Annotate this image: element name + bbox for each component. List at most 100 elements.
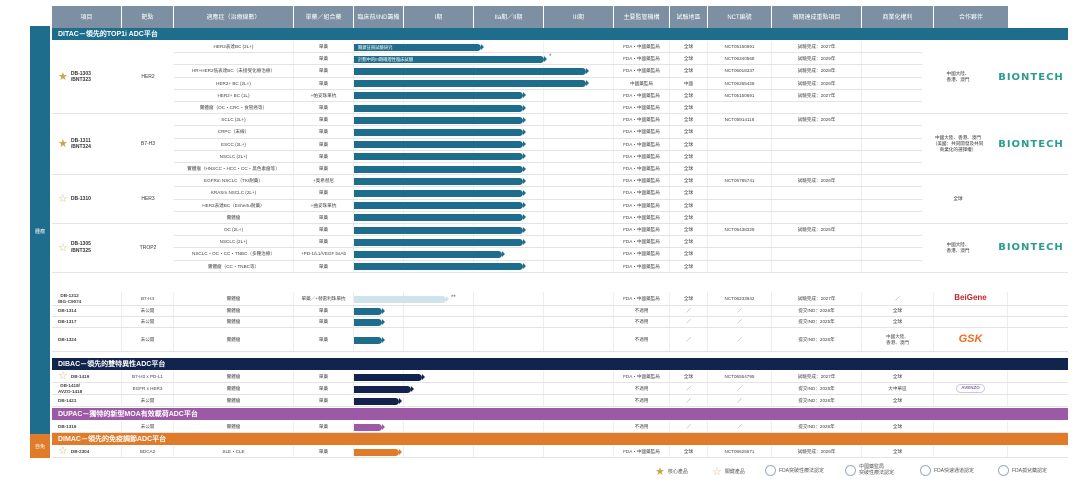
nct-number bbox=[708, 236, 772, 248]
product-name: ☆ DB-1310 bbox=[52, 175, 122, 223]
ind: 實體瘤 bbox=[174, 395, 294, 406]
mono-combo: 單藥 bbox=[294, 126, 354, 138]
phase-bar-label: 關鍵註冊試驗研究 bbox=[358, 44, 393, 50]
regulator: FDA・中國藥監局 bbox=[614, 114, 670, 126]
mono-combo: 單藥 bbox=[294, 77, 354, 89]
milestone bbox=[772, 211, 862, 223]
table-row: DB-1316 未公開 實體瘤 單藥 不適用／／提交IND：2026年 全球 bbox=[52, 421, 1068, 433]
phase-bar bbox=[354, 116, 526, 124]
mile: 提交IND：2025年 bbox=[772, 383, 862, 394]
mono: 單藥 bbox=[294, 371, 354, 382]
mono-combo: 單藥 bbox=[294, 65, 354, 77]
phase-bar bbox=[354, 385, 414, 393]
partner-logo: BIONTECH bbox=[994, 114, 1068, 175]
mono: 單藥 bbox=[294, 446, 354, 457]
ind: 實體瘤 bbox=[174, 306, 294, 316]
phase-bar bbox=[354, 263, 526, 271]
table-row: ESCC (2L+) 單藥 FDA・中國藥監局 全球 bbox=[52, 138, 1068, 151]
trial-area: 全球 bbox=[670, 224, 708, 236]
mile: 試驗完成：2027年 bbox=[772, 292, 862, 305]
mono-combo: 單藥 bbox=[294, 224, 354, 236]
reg: 不適用 bbox=[614, 328, 670, 351]
mono-combo: +奧希替尼 bbox=[294, 175, 354, 187]
nct: ／ bbox=[708, 395, 772, 406]
partner-logo: BIONTECH bbox=[994, 41, 1068, 114]
trial-area: 全球 bbox=[670, 260, 708, 272]
regulator: FDA・中國藥監局 bbox=[614, 41, 670, 53]
regulator: FDA・中國藥監局 bbox=[614, 150, 670, 162]
header-phase1: I期 bbox=[404, 6, 474, 30]
indication: EGFRm NSCLC（TKI耐藥） bbox=[174, 175, 294, 187]
area: 全球 bbox=[670, 446, 708, 457]
commercial-rights: 全球 bbox=[862, 306, 934, 316]
table-row: EGFRm NSCLC（TKI耐藥） +奧希替尼 FDA・中國藥監局 全球 NCT057… bbox=[52, 175, 1068, 188]
area: ／ bbox=[670, 395, 708, 406]
table-row: SCLC (2L+) 單藥 FDA・中國藥監局 全球 NCT05914116 試驗完成：2… bbox=[52, 114, 1068, 127]
target: 未公開 bbox=[122, 395, 174, 406]
indication: 實體瘤（CC・TNBC等） bbox=[174, 260, 294, 272]
reg: FDA・中國藥監局 bbox=[614, 446, 670, 457]
nct-number: NCT05438329 bbox=[708, 224, 772, 236]
nct: NCT06625671 bbox=[708, 446, 772, 457]
legend-nmpa-btd: 中國藥監局 突破性療法認定 bbox=[845, 464, 894, 476]
table-row: OC (2L+) 單藥 FDA・中國藥監局 全球 NCT05438329 試驗完成：202… bbox=[52, 224, 1068, 237]
milestone: 試驗完成：2027年 bbox=[772, 89, 862, 101]
product-name: DB-1418/ AVZO-1418 bbox=[52, 383, 122, 394]
nct-number bbox=[708, 199, 772, 211]
indication: NSCLC (2L+) bbox=[174, 150, 294, 162]
nct-number: NCT06340568 bbox=[708, 53, 772, 65]
trial-area: 全球 bbox=[670, 138, 708, 150]
mono-combo: 單藥 bbox=[294, 53, 354, 65]
nct-number bbox=[708, 163, 772, 175]
mono-combo: 單藥 bbox=[294, 41, 354, 53]
nct-number: NCT05150691 bbox=[708, 89, 772, 101]
star-filled-icon: ★ bbox=[58, 138, 68, 151]
table-row: KRASm NSCLC (2L+) 單藥 FDA・中國藥監局 全球 bbox=[52, 187, 1068, 200]
commercial-rights: 中國大陸、 香港、澳門 bbox=[922, 41, 994, 114]
nct: NCT06233942 bbox=[708, 292, 772, 305]
nct-number: NCT06018337 bbox=[708, 65, 772, 77]
trial-area: 全球 bbox=[670, 53, 708, 65]
trial-area: 中國 bbox=[670, 77, 708, 89]
phase-bar bbox=[354, 214, 526, 222]
milestone bbox=[772, 126, 862, 138]
table-row: 實體瘤 單藥 FDA・中國藥監局 全球 bbox=[52, 211, 1068, 224]
commercial-rights: 大中華區 bbox=[862, 383, 934, 394]
mono-combo: +曲妥珠單抗 bbox=[294, 199, 354, 211]
phase-bar bbox=[354, 336, 384, 344]
nct: ／ bbox=[708, 306, 772, 316]
nct-number: NCT05914116 bbox=[708, 114, 772, 126]
mono: 單藥／+替雷利珠單抗 bbox=[294, 292, 354, 305]
area: ／ bbox=[670, 328, 708, 351]
target: HER2 bbox=[122, 41, 174, 114]
milestone bbox=[772, 150, 862, 162]
reg: FDA・中國藥監局 bbox=[614, 292, 670, 305]
star-outline-icon: ☆ bbox=[58, 241, 68, 254]
mono-combo: 單藥 bbox=[294, 260, 354, 272]
indication bbox=[174, 53, 294, 65]
partner-logo bbox=[994, 175, 1068, 223]
immunology-label: 自免 bbox=[34, 444, 45, 450]
nct: NCT06554795 bbox=[708, 371, 772, 382]
regulator: FDA・中國藥監局 bbox=[614, 65, 670, 77]
indication: 實體瘤（HNSCC・HCC・CC・黑色素瘤等） bbox=[174, 163, 294, 175]
phase-bar bbox=[354, 128, 526, 136]
milestone bbox=[772, 102, 862, 114]
product-name: DB-1421 bbox=[52, 395, 122, 406]
regulator: FDA・中國藥監局 bbox=[614, 199, 670, 211]
milestone bbox=[772, 163, 862, 175]
milestone bbox=[772, 260, 862, 272]
nct: ／ bbox=[708, 317, 772, 327]
header-nct: NCT編號 bbox=[708, 6, 772, 30]
nct-number bbox=[708, 187, 772, 199]
oncology-strip bbox=[30, 26, 50, 434]
legend-fda-btd: FDA突破性療法認定 bbox=[765, 465, 824, 476]
commercial-rights: 中國大陸、香港、澳門 （美國：共同開發及共同 商業化的選擇權） bbox=[922, 114, 994, 175]
area: 全球 bbox=[670, 292, 708, 305]
product-name: DB-1316 bbox=[52, 421, 122, 432]
mono-combo: +帕妥珠單抗 bbox=[294, 89, 354, 101]
milestone bbox=[772, 187, 862, 199]
phase-bar bbox=[354, 250, 505, 258]
nct-number: NCT06265428 bbox=[708, 77, 772, 89]
nct-number: NCT05150691 bbox=[708, 41, 772, 53]
